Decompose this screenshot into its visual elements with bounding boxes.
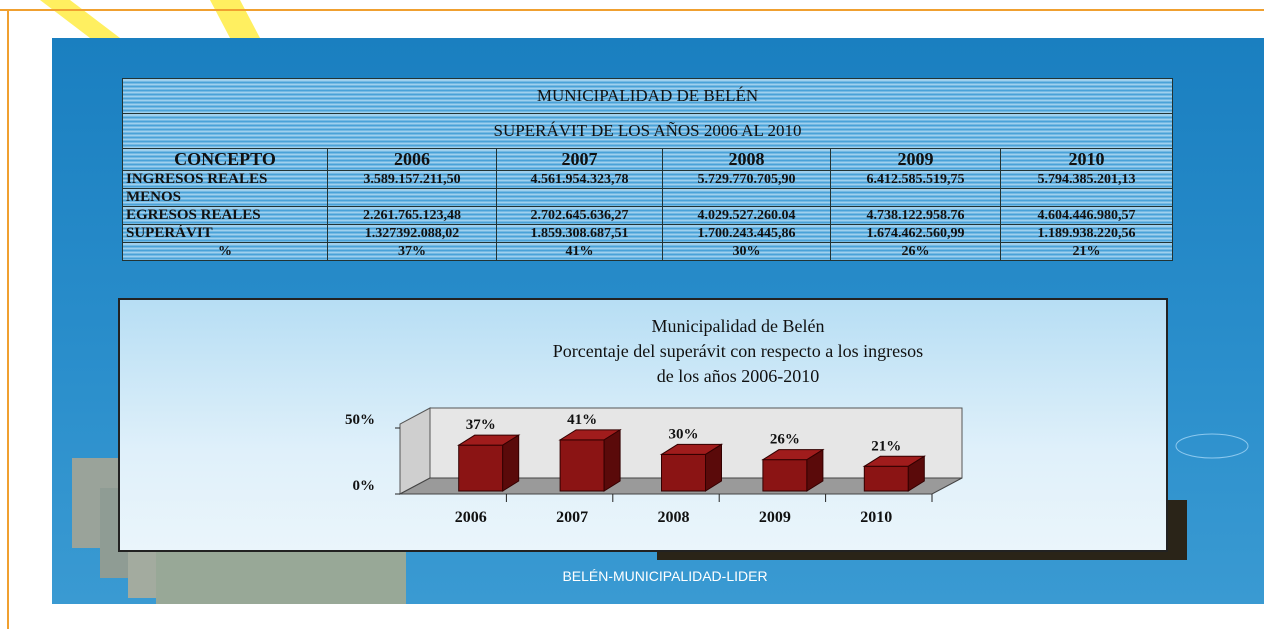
table-cell: 4.561.954.323,78 <box>497 171 663 189</box>
value-label: 26% <box>770 432 800 448</box>
bar-front <box>763 460 807 491</box>
table-cell: 41% <box>497 243 663 261</box>
table-cell: 1.674.462.560,99 <box>831 225 1001 243</box>
bar-front <box>662 454 706 491</box>
table-cell: SUPERÁVIT <box>123 225 328 243</box>
table-cell: 1.327392.088,02 <box>328 225 497 243</box>
bar-side <box>503 435 519 491</box>
table-cell: 4.604.446.980,57 <box>1001 207 1173 225</box>
table-cell: 2.702.645.636,27 <box>497 207 663 225</box>
value-label: 30% <box>669 426 699 442</box>
table-cell <box>497 189 663 207</box>
x-tick-label: 2009 <box>759 509 791 526</box>
table-title-row: MUNICIPALIDAD DE BELÉN <box>123 79 1173 114</box>
x-tick-label: 2007 <box>556 509 588 526</box>
table-cell: INGRESOS REALES <box>123 171 328 189</box>
yellow-stripe <box>210 0 260 38</box>
table-title: MUNICIPALIDAD DE BELÉN <box>123 79 1173 114</box>
table-cell <box>328 189 497 207</box>
bar-front <box>560 440 604 491</box>
page: BELÉN-MUNICIPALIDAD-LIDER MUNICIPALIDAD … <box>0 0 1264 629</box>
ripple <box>1176 434 1248 458</box>
table-cell <box>831 189 1001 207</box>
x-tick-label: 2010 <box>860 509 892 526</box>
chart-title: de los años 2006-2010 <box>657 366 819 386</box>
chart: Municipalidad de Belén Porcentaje del sup… <box>120 300 1166 550</box>
bar-side <box>604 430 620 491</box>
banknote <box>156 548 406 604</box>
table-cell <box>1001 189 1173 207</box>
table-cell <box>663 189 831 207</box>
header-cell: 2008 <box>663 149 831 171</box>
chart-title: Porcentaje del superávit con respecto a … <box>553 341 923 361</box>
table-cell: 3.589.157.211,50 <box>328 171 497 189</box>
header-cell: 2010 <box>1001 149 1173 171</box>
bar-front <box>864 466 908 491</box>
table-subtitle-row: SUPERÁVIT DE LOS AÑOS 2006 AL 2010 <box>123 114 1173 149</box>
table-cell: 1.859.308.687,51 <box>497 225 663 243</box>
x-tick-label: 2006 <box>455 509 487 526</box>
table-row: MENOS <box>123 189 1173 207</box>
table-cell: 37% <box>328 243 497 261</box>
table-cell: % <box>123 243 328 261</box>
table-cell: 26% <box>831 243 1001 261</box>
chart-panel: Municipalidad de Belén Porcentaje del sup… <box>118 298 1168 552</box>
value-label: 37% <box>466 417 496 433</box>
chart-title: Municipalidad de Belén <box>652 316 825 336</box>
table-cell: 5.729.770.705,90 <box>663 171 831 189</box>
table-cell: EGRESOS REALES <box>123 207 328 225</box>
header-cell: CONCEPTO <box>123 149 328 171</box>
footer: BELÉN-MUNICIPALIDAD-LIDER <box>562 568 767 584</box>
table-cell: MENOS <box>123 189 328 207</box>
table-cell: 21% <box>1001 243 1173 261</box>
table-row: %37%41%30%26%21% <box>123 243 1173 261</box>
header-cell: 2009 <box>831 149 1001 171</box>
table-cell: 30% <box>663 243 831 261</box>
table-cell: 4.738.122.958.76 <box>831 207 1001 225</box>
bar-front <box>459 445 503 491</box>
header-cell: 2006 <box>328 149 497 171</box>
table-cell: 4.029.527.260.04 <box>663 207 831 225</box>
yellow-stripe <box>40 0 120 38</box>
value-label: 41% <box>567 412 597 428</box>
table-subtitle: SUPERÁVIT DE LOS AÑOS 2006 AL 2010 <box>123 114 1173 149</box>
value-label: 21% <box>871 438 901 454</box>
y-tick-label: 50% <box>345 412 375 428</box>
table-cell: 6.412.585.519,75 <box>831 171 1001 189</box>
table-cell: 5.794.385.201,13 <box>1001 171 1173 189</box>
x-tick-label: 2008 <box>658 509 690 526</box>
table-cell: 2.261.765.123,48 <box>328 207 497 225</box>
table-cell: 1.189.938.220,56 <box>1001 225 1173 243</box>
table-cell: 1.700.243.445,86 <box>663 225 831 243</box>
y-tick-label: 0% <box>353 478 376 494</box>
header-cell: 2007 <box>497 149 663 171</box>
